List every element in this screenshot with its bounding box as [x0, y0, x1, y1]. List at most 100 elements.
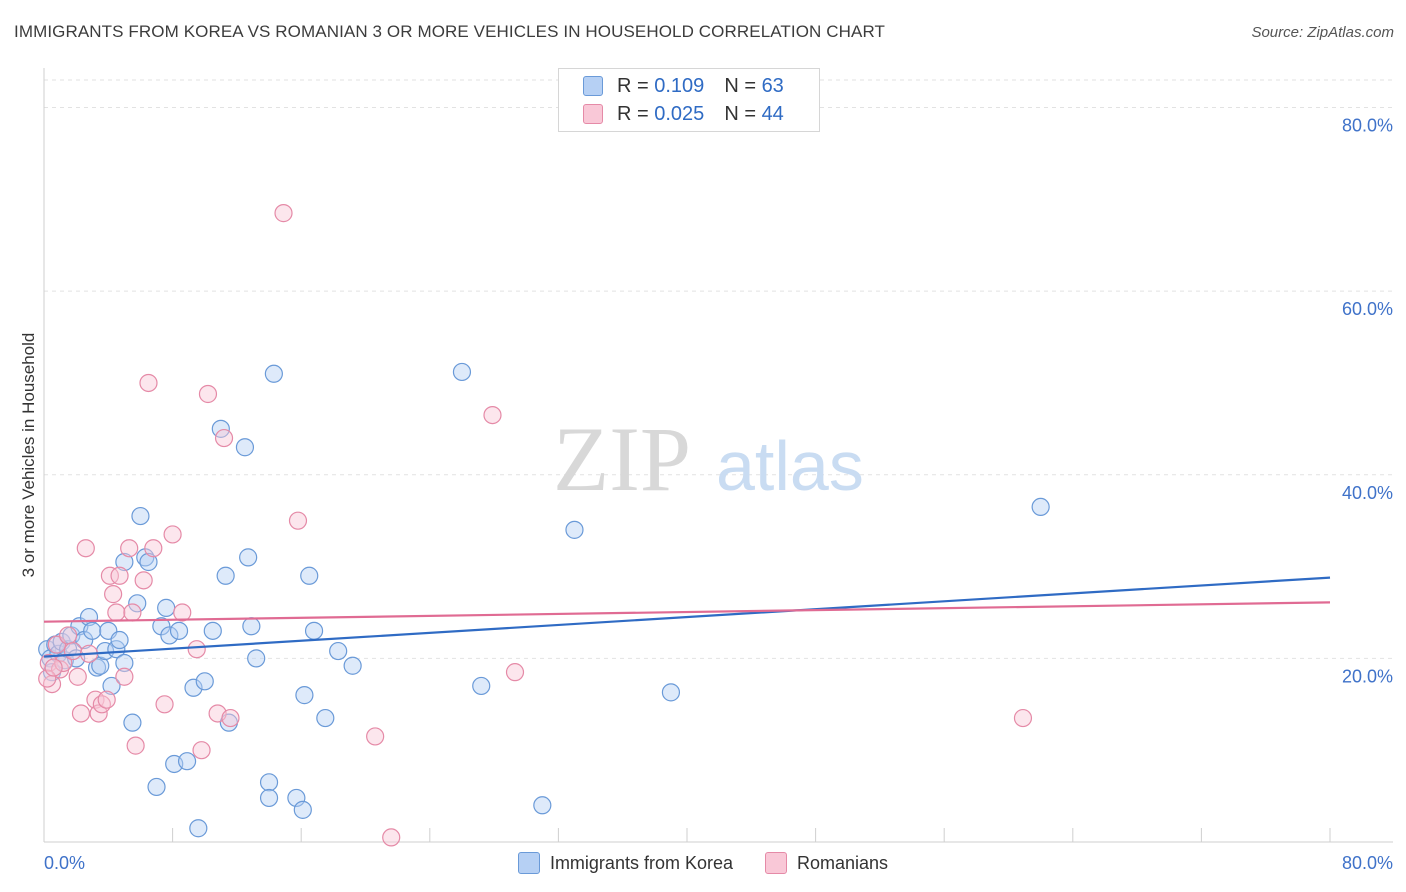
- korea-point: [160, 626, 179, 645]
- romanians-point: [163, 525, 182, 544]
- romanians-point: [274, 204, 293, 223]
- korea-point: [128, 594, 147, 613]
- korea-point: [259, 788, 279, 808]
- n-value: 44: [761, 102, 784, 125]
- korea-point: [203, 621, 222, 640]
- korea-point: [1031, 497, 1050, 517]
- romanians-point: [139, 373, 158, 393]
- romanians-point: [110, 566, 129, 585]
- korea-point: [131, 506, 150, 526]
- korea-point: [242, 617, 261, 636]
- romanians-point: [288, 511, 308, 530]
- romanians-point: [144, 539, 163, 558]
- korea-point: [259, 773, 279, 792]
- korea-point: [102, 676, 121, 696]
- romanians-point: [68, 667, 87, 686]
- legend-label-korea: Immigrants from Korea: [549, 852, 733, 873]
- y-tick-label: 60.0%: [1342, 299, 1393, 319]
- r-value: 0.025: [654, 102, 705, 125]
- korea-legend-swatch: [517, 852, 540, 874]
- r-label: R =: [617, 102, 649, 125]
- korea-point: [295, 686, 314, 705]
- korea-point: [115, 653, 134, 673]
- y-tick-label: 80.0%: [1342, 116, 1393, 136]
- korea-point: [169, 621, 189, 640]
- korea-point: [139, 552, 158, 572]
- watermark-zip: ZIP: [553, 408, 691, 510]
- n-label: N =: [724, 74, 756, 97]
- axes: [43, 68, 1393, 843]
- romanians-point: [221, 708, 240, 728]
- watermark: ZIP atlas: [553, 408, 864, 510]
- romanians-point: [505, 663, 525, 682]
- romanians-point: [382, 828, 401, 847]
- trend-lines: [43, 576, 1331, 658]
- tick-labels: 20.0% 40.0% 60.0% 80.0% 0.0% 80.0%: [44, 116, 1393, 873]
- korea-point: [235, 438, 255, 457]
- x-tick-label: 80.0%: [1342, 853, 1393, 873]
- korea-point: [123, 713, 142, 732]
- romanians-point: [97, 690, 116, 709]
- legend-item-korea: Immigrants from Korea: [517, 852, 733, 874]
- korea-point: [304, 621, 324, 640]
- korea-point: [216, 566, 235, 585]
- watermark-atlas: atlas: [716, 427, 864, 505]
- romanians-point: [63, 641, 83, 661]
- korea-point: [83, 621, 102, 640]
- romanians-point: [155, 695, 174, 714]
- y-tick-label: 20.0%: [1342, 666, 1393, 686]
- romanians-point: [104, 585, 123, 604]
- korea-point: [239, 548, 258, 567]
- romanians-point: [123, 603, 142, 622]
- series-korea-points: [38, 362, 1050, 838]
- korea-point: [110, 630, 129, 650]
- romanians-point: [71, 704, 91, 723]
- korea-point: [293, 800, 312, 819]
- romanians-swatch: [583, 104, 603, 124]
- romanians-point: [100, 566, 120, 585]
- romanians-point: [1013, 708, 1033, 728]
- romanians-point: [115, 667, 134, 686]
- romanians-point: [134, 571, 153, 590]
- r-label: R =: [617, 74, 649, 97]
- gridlines: [44, 79, 1393, 659]
- korea-point: [329, 641, 348, 661]
- korea-point: [565, 520, 584, 539]
- stats-legend: R = 0.109 N = 63 R = 0.025 N = 44: [558, 68, 820, 132]
- romanians-point: [198, 384, 218, 404]
- n-label: N =: [724, 102, 756, 125]
- stats-row-korea: R = 0.109 N = 63: [583, 72, 784, 100]
- romanians-point: [107, 603, 126, 622]
- romanians-point: [120, 539, 139, 558]
- korea-point: [189, 819, 208, 838]
- korea-point: [316, 708, 335, 728]
- korea-point: [472, 676, 491, 696]
- korea-point: [184, 678, 203, 697]
- y-tick-label: 40.0%: [1342, 483, 1393, 503]
- romanians-point: [483, 405, 502, 425]
- romanians-point: [366, 727, 385, 746]
- r-value: 0.109: [654, 74, 705, 97]
- romanians-point: [173, 603, 192, 622]
- romanians-point: [44, 658, 63, 677]
- romanians-point: [59, 626, 78, 645]
- legend-label-romanians: Romanians: [797, 852, 889, 873]
- korea-point: [533, 796, 552, 815]
- korea-point: [147, 777, 166, 797]
- korea-point: [115, 552, 134, 572]
- korea-point: [343, 656, 362, 675]
- romanians-legend-swatch: [765, 852, 787, 874]
- chart-title: IMMIGRANTS FROM KOREA VS ROMANIAN 3 OR M…: [14, 22, 886, 41]
- korea-point: [452, 362, 472, 382]
- korea-point: [247, 649, 266, 668]
- korea-point: [300, 566, 319, 585]
- korea-trend-line: [43, 576, 1331, 658]
- stats-row-romanians: R = 0.025 N = 44: [583, 100, 784, 128]
- romanians-point: [76, 539, 95, 558]
- series-legend: Immigrants from Korea Romanians: [0, 852, 1406, 874]
- korea-point: [177, 752, 197, 771]
- korea-point: [91, 656, 110, 675]
- korea-point: [264, 364, 283, 383]
- n-value: 63: [761, 74, 784, 97]
